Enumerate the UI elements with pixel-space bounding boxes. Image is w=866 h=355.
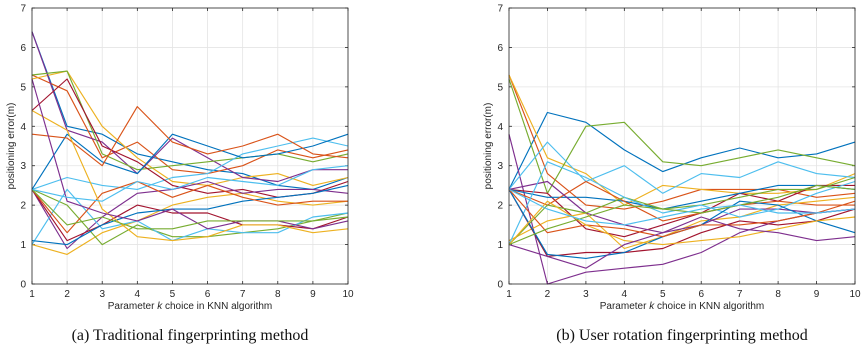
y-axis-label: positioning error(m) bbox=[483, 103, 494, 190]
x-axis-label: Parameter k choice in KNN algorithm bbox=[600, 301, 765, 312]
series-line-7 bbox=[31, 78, 349, 198]
x-tick-label: 7 bbox=[737, 289, 743, 300]
series-line-3 bbox=[31, 70, 349, 186]
series-line-15 bbox=[31, 184, 349, 246]
x-tick-label: 2 bbox=[545, 289, 551, 300]
series-line-19 bbox=[508, 184, 856, 246]
x-tick-label: 10 bbox=[342, 289, 354, 300]
plot-area-frame bbox=[31, 7, 349, 285]
x-axis-label-k: k bbox=[157, 301, 163, 312]
y-tick-label: 7 bbox=[20, 4, 26, 15]
x-tick-label: 8 bbox=[275, 289, 281, 300]
y-tick-label: 4 bbox=[497, 122, 503, 133]
series-line-20 bbox=[508, 188, 856, 226]
series-line-17 bbox=[508, 200, 856, 246]
plot-area-frame bbox=[508, 7, 856, 285]
y-tick-labels: 0 1 2 3 4 5 6 7 bbox=[497, 4, 503, 291]
y-tick-label: 2 bbox=[20, 201, 26, 212]
series-line-7 bbox=[508, 184, 855, 238]
y-tick-label: 5 bbox=[20, 82, 26, 93]
y-tick-label: 6 bbox=[497, 43, 503, 54]
x-axis-label-part-1: Parameter bbox=[600, 301, 649, 312]
y-tick-label: 6 bbox=[20, 43, 26, 54]
series-line-14 bbox=[508, 189, 856, 257]
x-tick-label: 3 bbox=[99, 289, 105, 300]
y-tick-label: 1 bbox=[20, 240, 26, 251]
x-tick-label: 6 bbox=[205, 289, 211, 300]
series-line-2 bbox=[31, 74, 349, 175]
series-line-20 bbox=[31, 165, 349, 202]
series-line-14 bbox=[31, 189, 349, 242]
y-tick-label: 1 bbox=[497, 240, 503, 251]
series-line-8 bbox=[31, 133, 349, 190]
series-lines bbox=[508, 74, 856, 285]
series-line-12 bbox=[508, 176, 856, 246]
x-tick-labels: 1 2 3 4 5 6 7 8 9 10 bbox=[506, 289, 861, 300]
x-axis-label-part-2: choice in KNN algorithm bbox=[654, 301, 764, 312]
y-tick-label: 2 bbox=[497, 201, 503, 212]
x-tick-label: 2 bbox=[64, 289, 70, 300]
series-line-1 bbox=[31, 31, 349, 190]
x-tick-label: 9 bbox=[814, 289, 820, 300]
x-tick-label: 3 bbox=[583, 289, 589, 300]
x-axis-label-k: k bbox=[649, 301, 655, 312]
x-tick-label: 7 bbox=[240, 289, 246, 300]
grid bbox=[31, 7, 349, 285]
x-axis-label-part-2: choice in KNN algorithm bbox=[162, 301, 272, 312]
y-tick-label: 4 bbox=[20, 122, 26, 133]
y-tick-label: 3 bbox=[497, 161, 503, 172]
y-tick-label: 5 bbox=[497, 82, 503, 93]
series-line-5 bbox=[508, 78, 856, 194]
x-tick-label: 4 bbox=[135, 289, 141, 300]
x-tick-label: 9 bbox=[310, 289, 316, 300]
x-axis-label-part-1: Parameter bbox=[108, 301, 157, 312]
x-tick-label: 1 bbox=[29, 289, 35, 300]
y-axis-label: positioning error(m) bbox=[6, 103, 17, 190]
series-line-9 bbox=[31, 106, 349, 167]
series-line-6 bbox=[508, 141, 856, 194]
x-tick-label: 1 bbox=[506, 289, 512, 300]
series-line-18 bbox=[31, 78, 349, 230]
series-line-16 bbox=[31, 180, 348, 234]
y-tick-labels: 0 1 2 3 4 5 6 7 bbox=[20, 4, 26, 291]
caption-b: (b) User rotation fingerprinting method bbox=[556, 327, 808, 344]
caption-a: (a) Traditional fingerprinting method bbox=[72, 327, 309, 344]
x-tick-label: 5 bbox=[660, 289, 666, 300]
x-tick-label: 10 bbox=[849, 289, 861, 300]
y-tick-label: 7 bbox=[497, 4, 503, 15]
series-line-16 bbox=[508, 189, 856, 238]
series-line-12 bbox=[31, 188, 349, 246]
x-tick-label: 8 bbox=[775, 289, 781, 300]
series-lines bbox=[31, 31, 349, 255]
series-line-19 bbox=[31, 188, 349, 230]
x-tick-label: 4 bbox=[622, 289, 628, 300]
y-tick-label: 0 bbox=[20, 280, 26, 291]
series-line-6 bbox=[31, 137, 349, 190]
y-tick-label: 3 bbox=[20, 161, 26, 172]
x-axis-label: Parameter k choice in KNN algorithm bbox=[108, 301, 273, 312]
series-line-13 bbox=[508, 161, 856, 245]
series-line-18 bbox=[508, 216, 856, 269]
series-line-17 bbox=[31, 109, 349, 242]
x-tick-label: 5 bbox=[170, 289, 176, 300]
y-tick-label: 0 bbox=[497, 280, 503, 291]
series-line-11 bbox=[508, 180, 856, 234]
x-tick-label: 6 bbox=[698, 289, 704, 300]
x-tick-labels: 1 2 3 4 5 6 7 8 9 10 bbox=[29, 289, 354, 300]
series-line-1 bbox=[508, 111, 856, 190]
